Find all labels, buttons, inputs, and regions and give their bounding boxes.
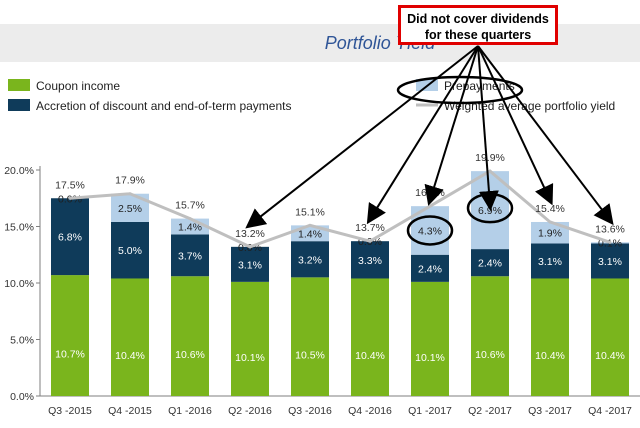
bar-segment [231,281,269,396]
yield-point [308,223,312,227]
y-tick-label: 20.0% [4,165,34,177]
annotation-ellipse-bar [406,215,454,246]
legend-label: Weighted average portfolio yield [444,99,615,113]
bar-data-label: 2.5% [118,203,142,215]
bar-segment [531,221,569,244]
bar-data-label: 6.8% [58,232,82,244]
legend-swatch [8,79,30,91]
yield-data-label: 13.2% [235,228,265,240]
yield-point [608,240,612,244]
bar-data-label: 10.6% [175,349,205,361]
x-tick-label: Q2 -2016 [228,405,272,417]
yield-point [488,169,492,173]
y-tick-label: 15.0% [4,222,34,234]
x-tick-label: Q4 -2017 [588,405,632,417]
bar-data-label: 2.4% [478,258,502,270]
bar-segment [531,278,569,396]
bar-segment [51,275,89,396]
callout-box: Did not cover dividends for these quarte… [398,5,558,45]
annotation-arrow [477,45,614,226]
legend-label: Coupon income [36,79,120,93]
bar-data-label: 10.4% [535,350,565,362]
bar-segment [591,278,629,396]
bar-data-label: 2.4% [418,263,442,275]
bar-segment [471,249,509,277]
legend-label: Accretion of discount and end-of-term pa… [36,99,291,113]
bar-segment [411,281,449,396]
bar-data-label: 1.4% [178,222,202,234]
bar-data-label: 10.4% [595,350,625,362]
yield-data-label: 17.5% [55,179,85,191]
x-tick-label: Q1 -2017 [408,405,452,417]
bar-segment [291,241,329,278]
callout-line-2: for these quarters [424,28,532,42]
yield-data-label: 15.1% [295,206,325,218]
yield-point [428,204,432,208]
bar-segment [351,278,389,396]
bar-data-label: 1.9% [538,228,562,240]
x-tick-label: Q1 -2016 [168,405,212,417]
bar-data-label: 10.1% [415,352,445,364]
bar-data-label: 1.4% [298,228,322,240]
bar-segment [111,278,149,396]
bar-data-label: 3.1% [238,259,262,271]
yield-data-label: 13.6% [595,223,625,235]
bar-segment [231,246,269,282]
bar-data-label: 5.0% [118,245,142,257]
bar-data-label: 10.1% [235,352,265,364]
x-tick-label: Q3 -2017 [528,405,572,417]
annotation-arrow [477,45,554,206]
bar-segment [471,276,509,396]
legend-swatch [8,99,30,111]
bar-segment [171,234,209,277]
yield-point [68,196,72,200]
yield-data-label: 15.4% [535,203,565,215]
yield-data-label: 19.9% [475,152,505,164]
bar-data-label: 4.3% [418,225,442,237]
annotation-arrow [477,45,499,212]
x-tick-label: Q2 -2017 [468,405,512,417]
legend-label: Prepayments [444,79,515,93]
yield-data-label: 13.7% [355,222,385,234]
bar-data-label: 3.1% [598,256,622,268]
x-tick-label: Q3 -2015 [48,405,92,417]
yield-line [69,169,611,249]
y-tick-label: 5.0% [10,335,34,347]
bar-data-label: 10.5% [295,350,325,362]
annotation-arrow [366,45,479,225]
bar-data-label: 3.7% [178,250,202,262]
bar-data-label: 6.9% [478,205,502,217]
bar-data-label: 10.4% [115,350,145,362]
yield-point [128,192,132,196]
bar-segment [591,243,629,279]
y-tick-label: 10.0% [4,278,34,290]
bar-data-label: 10.7% [55,349,85,361]
bar-data-label: 3.1% [538,256,562,268]
yield-point [548,220,552,224]
bar-segment [531,243,569,279]
yield-data-label: 17.9% [115,175,145,187]
yield-point [188,217,192,221]
yield-point [248,245,252,249]
annotation-arrow [245,45,479,229]
bar-data-label: 3.3% [358,255,382,267]
bar-data-label: 10.6% [475,349,505,361]
x-tick-label: Q4 -2016 [348,405,392,417]
bar-segment [291,277,329,396]
yield-point [368,239,372,243]
bar-segment [411,254,449,282]
bar-segment [111,221,149,279]
callout-line-1: Did not cover dividends [407,12,549,26]
x-tick-label: Q3 -2016 [288,405,332,417]
bar-segment [351,241,389,279]
y-tick-label: 0.0% [10,391,34,403]
x-tick-label: Q4 -2015 [108,405,152,417]
bar-data-label: 3.2% [298,254,322,266]
annotation-arrow [424,45,479,206]
bar-segment [171,276,209,396]
bar-data-label: 10.4% [355,350,385,362]
bar-segment [51,198,89,276]
yield-data-label: 15.7% [175,200,205,212]
